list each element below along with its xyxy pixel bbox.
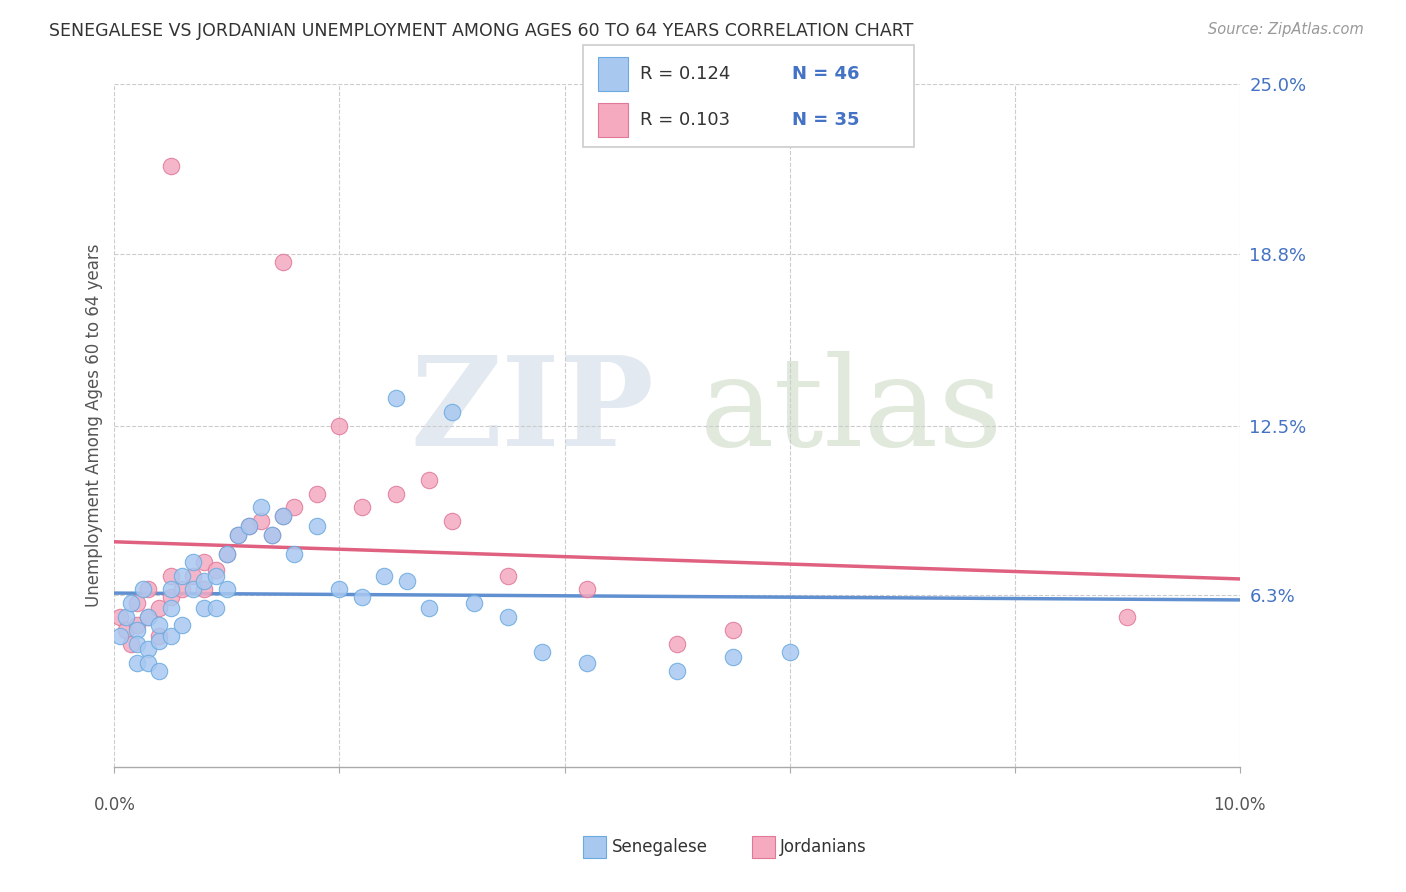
Point xyxy=(170,568,193,582)
Point xyxy=(283,547,305,561)
Point xyxy=(215,547,238,561)
Point xyxy=(283,500,305,515)
Point xyxy=(271,255,294,269)
Point xyxy=(395,574,418,588)
Text: R = 0.124: R = 0.124 xyxy=(640,65,730,83)
Point xyxy=(120,637,142,651)
Point xyxy=(136,642,159,657)
Point xyxy=(215,547,238,561)
Point xyxy=(723,623,745,637)
Point xyxy=(418,601,440,615)
Point xyxy=(260,527,283,541)
Point xyxy=(170,617,193,632)
Point xyxy=(120,596,142,610)
Point xyxy=(181,568,204,582)
Text: ZIP: ZIP xyxy=(411,351,655,473)
Point xyxy=(350,591,373,605)
Point xyxy=(463,596,485,610)
Point xyxy=(1116,609,1139,624)
Point xyxy=(125,596,148,610)
Point xyxy=(530,645,553,659)
Point xyxy=(328,418,350,433)
Point xyxy=(136,582,159,597)
Point xyxy=(260,527,283,541)
Point xyxy=(159,591,181,605)
Point xyxy=(131,582,153,597)
Point xyxy=(576,582,599,597)
Point xyxy=(350,500,373,515)
Point xyxy=(148,601,170,615)
Text: R = 0.103: R = 0.103 xyxy=(640,111,730,129)
Point xyxy=(271,508,294,523)
Point xyxy=(204,568,226,582)
Point xyxy=(193,601,215,615)
Point xyxy=(305,487,328,501)
Point xyxy=(779,645,801,659)
Point xyxy=(114,609,136,624)
Point xyxy=(440,405,463,419)
Point xyxy=(238,519,260,533)
Point xyxy=(159,159,181,173)
Point xyxy=(159,601,181,615)
Point xyxy=(204,563,226,577)
Text: N = 35: N = 35 xyxy=(792,111,859,129)
Point xyxy=(193,574,215,588)
Point xyxy=(666,664,689,678)
Point xyxy=(148,664,170,678)
Point xyxy=(328,582,350,597)
Point xyxy=(373,568,395,582)
Text: 0.0%: 0.0% xyxy=(93,797,135,814)
Point xyxy=(384,487,406,501)
Point xyxy=(108,609,131,624)
Point xyxy=(305,519,328,533)
Point xyxy=(159,568,181,582)
Point xyxy=(114,623,136,637)
Point xyxy=(193,555,215,569)
Text: atlas: atlas xyxy=(700,351,1002,473)
Point xyxy=(271,508,294,523)
Point xyxy=(226,527,249,541)
Y-axis label: Unemployment Among Ages 60 to 64 years: Unemployment Among Ages 60 to 64 years xyxy=(86,244,103,607)
Point xyxy=(136,609,159,624)
Point xyxy=(170,582,193,597)
Point xyxy=(136,656,159,670)
Point xyxy=(576,656,599,670)
Point xyxy=(136,609,159,624)
Point xyxy=(181,555,204,569)
Point xyxy=(440,514,463,528)
Point xyxy=(204,601,226,615)
Point xyxy=(496,609,519,624)
Point xyxy=(125,656,148,670)
Text: 10.0%: 10.0% xyxy=(1213,797,1265,814)
Point xyxy=(226,527,249,541)
Point xyxy=(159,629,181,643)
Point xyxy=(148,634,170,648)
Point xyxy=(148,617,170,632)
Point xyxy=(125,637,148,651)
Point xyxy=(723,650,745,665)
Point xyxy=(496,568,519,582)
Point xyxy=(215,582,238,597)
Point xyxy=(125,617,148,632)
Point xyxy=(159,582,181,597)
Point xyxy=(249,500,271,515)
Point xyxy=(108,629,131,643)
Text: N = 46: N = 46 xyxy=(792,65,859,83)
Point xyxy=(666,637,689,651)
Text: Senegalese: Senegalese xyxy=(612,838,707,856)
Point xyxy=(181,582,204,597)
Point xyxy=(148,629,170,643)
Text: SENEGALESE VS JORDANIAN UNEMPLOYMENT AMONG AGES 60 TO 64 YEARS CORRELATION CHART: SENEGALESE VS JORDANIAN UNEMPLOYMENT AMO… xyxy=(49,22,914,40)
Text: Jordanians: Jordanians xyxy=(780,838,868,856)
Point xyxy=(418,473,440,487)
Point xyxy=(238,519,260,533)
Point xyxy=(193,582,215,597)
Point xyxy=(125,623,148,637)
Text: Source: ZipAtlas.com: Source: ZipAtlas.com xyxy=(1208,22,1364,37)
Point xyxy=(249,514,271,528)
Point xyxy=(384,391,406,405)
